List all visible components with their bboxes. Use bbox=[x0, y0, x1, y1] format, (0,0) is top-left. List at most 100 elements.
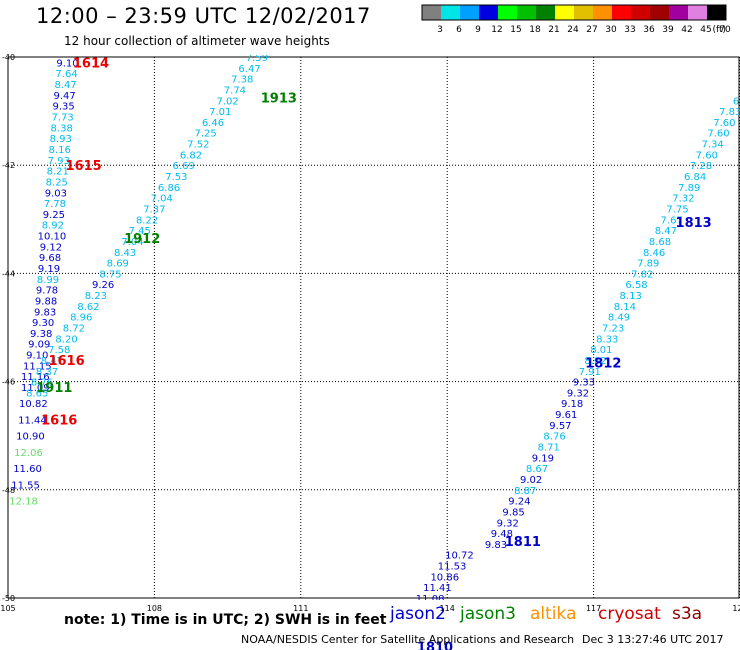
legend-swatch bbox=[441, 5, 460, 20]
map-grid: 105108111114117120-40-42-44-46-48-50 bbox=[0, 53, 740, 613]
legend-label: 39 bbox=[662, 25, 674, 35]
legend-label: 24 bbox=[567, 25, 579, 35]
swh-value: 8.23 bbox=[85, 291, 107, 302]
legend-label: 27 bbox=[586, 25, 597, 35]
lat-tick-label: -42 bbox=[2, 161, 15, 170]
legend-swatch bbox=[707, 5, 726, 20]
swh-value: 8.96 bbox=[70, 313, 92, 324]
lat-tick-label: -48 bbox=[2, 486, 15, 495]
swh-value: 7.83 bbox=[719, 107, 740, 118]
swh-value: 7.38 bbox=[231, 75, 253, 86]
legend-label: 9 bbox=[475, 25, 481, 35]
swh-value: 8.75 bbox=[99, 269, 121, 280]
swh-value: 8.76 bbox=[31, 378, 53, 389]
track-t1813: 67.837.607.607.347.607.286.847.897.327.7… bbox=[485, 96, 740, 551]
swh-value: 7.60 bbox=[707, 129, 729, 140]
swh-value: 8.37 bbox=[36, 367, 58, 378]
pass-number-label: 1615 bbox=[66, 159, 102, 174]
swh-value: 8.43 bbox=[114, 248, 136, 259]
swh-value: 6.69 bbox=[173, 161, 195, 172]
swh-value: 6.84 bbox=[684, 172, 706, 183]
swh-value: 6.47 bbox=[238, 64, 260, 75]
swh-value: 8.67 bbox=[526, 464, 548, 475]
legend-swatch bbox=[631, 5, 650, 20]
swh-value: 9.47 bbox=[53, 91, 75, 102]
swh-value: 8.65 bbox=[26, 388, 48, 399]
swh-value: 7.74 bbox=[224, 85, 246, 96]
swh-value: 9.88 bbox=[35, 296, 57, 307]
swh-value: 7.60 bbox=[696, 150, 718, 161]
lat-tick-label: -46 bbox=[2, 378, 15, 387]
swh-value: 8.47 bbox=[54, 80, 76, 91]
pass-label-layer: 1614 1913 1615 1912 1813 1616 1812 1911 1616 1811… bbox=[36, 56, 711, 650]
legend-label: 21 bbox=[548, 25, 559, 35]
swh-value: 8.22 bbox=[136, 215, 158, 226]
swh-value: 9.32 bbox=[497, 518, 519, 529]
swh-value: 8.01 bbox=[590, 345, 612, 356]
legend-swatch bbox=[650, 5, 669, 20]
pass-number-label: 1616 bbox=[48, 354, 84, 369]
lat-tick-label: -44 bbox=[2, 269, 15, 278]
swh-value: 8.14 bbox=[614, 302, 636, 313]
legend-swatch bbox=[593, 5, 612, 20]
swh-value: 7.32 bbox=[672, 194, 694, 205]
swh-value: 8.25 bbox=[46, 177, 68, 188]
legend-label: 30 bbox=[605, 25, 617, 35]
swh-value: 11.16 bbox=[21, 372, 50, 383]
swh-value: 9.26 bbox=[92, 280, 114, 291]
track-t1913: 7.596.477.387.747.027.016.467.257.526.82… bbox=[26, 53, 268, 399]
lon-tick-label: 108 bbox=[147, 604, 162, 613]
legend-swatch bbox=[460, 5, 479, 20]
swh-value: 8.87 bbox=[514, 486, 536, 497]
swh-value: 9.78 bbox=[36, 286, 58, 297]
credit-text: NOAA/NESDIS Center for Satellite Applica… bbox=[241, 633, 575, 646]
swh-value: 12.06 bbox=[14, 448, 43, 459]
map-frame bbox=[7, 56, 740, 599]
legend-frame bbox=[421, 4, 727, 21]
swh-value: 8.72 bbox=[63, 324, 85, 335]
swh-value: 8.02 bbox=[584, 356, 606, 367]
footer-note: note: 1) Time is in UTC; 2) SWH is in fe… bbox=[64, 612, 387, 628]
legend-label: 18 bbox=[529, 25, 541, 35]
swh-value: 10.82 bbox=[19, 399, 48, 410]
swh-value: 11.09 bbox=[21, 383, 50, 394]
swh-value: 8.71 bbox=[538, 443, 560, 454]
swh-value: 7.59 bbox=[246, 53, 268, 64]
swh-value: 9.48 bbox=[491, 529, 513, 540]
generated-timestamp: Dec 3 13:27:46 UTC 2017 bbox=[582, 633, 724, 646]
swh-value: 10.10 bbox=[38, 232, 67, 243]
lon-tick-label: 111 bbox=[293, 604, 308, 613]
pass-number-label: 1810 bbox=[417, 641, 453, 650]
swh-value: 7.23 bbox=[602, 324, 624, 335]
swh-value: 8.33 bbox=[596, 334, 618, 345]
swh-value: 10.90 bbox=[16, 432, 45, 443]
swh-value: 7.52 bbox=[187, 140, 209, 151]
swh-value: 12.18 bbox=[9, 497, 38, 508]
legend-label: 42 bbox=[681, 25, 692, 35]
legend-label: 45 bbox=[700, 25, 711, 35]
legend-label: 33 bbox=[624, 25, 635, 35]
legend-label: 70 bbox=[719, 25, 731, 35]
swh-value: 9.85 bbox=[502, 507, 524, 518]
swh-value: 7.58 bbox=[48, 345, 70, 356]
swh-value: 7.37 bbox=[143, 204, 165, 215]
swh-value: 9.83 bbox=[485, 540, 507, 551]
swh-value: 9.10 bbox=[26, 351, 48, 362]
swh-value: 7.34 bbox=[702, 140, 724, 151]
swh-value: 9.25 bbox=[43, 210, 65, 221]
color-legend: 3 6 9 12 15 18 21 24 27 30 33 36 39 42 45 70(ft) bbox=[421, 4, 731, 35]
satellite-jason2: jason2 bbox=[390, 604, 446, 624]
pass-number-label: 1911 bbox=[36, 381, 72, 396]
swh-value: 11.41 bbox=[423, 583, 452, 594]
swh-value: 9.57 bbox=[549, 421, 571, 432]
swh-value: 7.93 bbox=[48, 156, 70, 167]
legend-swatch bbox=[479, 5, 498, 20]
swh-value: 8.62 bbox=[77, 302, 99, 313]
pass-number-label: 1913 bbox=[261, 92, 297, 107]
legend-swatch bbox=[574, 5, 593, 20]
swh-value: 6 bbox=[733, 96, 739, 107]
map-subtitle: 12 hour collection of altimeter wave hei… bbox=[64, 34, 330, 48]
swh-value: 10.86 bbox=[430, 572, 459, 583]
swh-value: 7.89 bbox=[637, 259, 659, 270]
swh-value: 7.45 bbox=[129, 226, 151, 237]
